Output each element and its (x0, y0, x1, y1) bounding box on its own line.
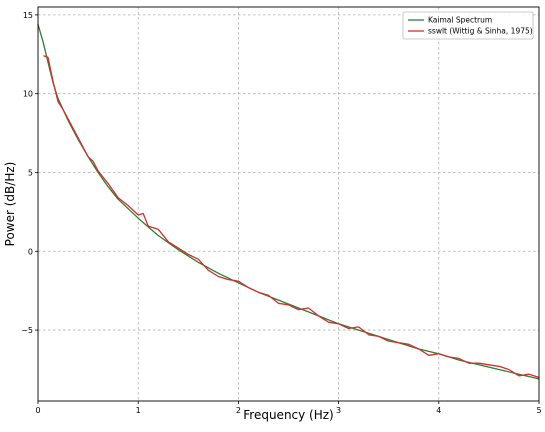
series-line-sswlt (43, 55, 540, 379)
plot-frame (37, 6, 540, 402)
x-tick-label-2: 2 (236, 406, 241, 415)
y-tick-label-3: 10 (23, 90, 33, 99)
y-tick-label-2: 5 (28, 168, 33, 177)
x-tick-label-4: 4 (436, 406, 441, 415)
y-tick-label-1: 0 (28, 247, 33, 256)
x-tick-label-5: 5 (536, 406, 541, 415)
x-tick-label-3: 3 (336, 406, 341, 415)
y-tick-label-0: −5 (21, 326, 33, 335)
y-axis-label: Power (dB/Hz) (3, 162, 17, 247)
x-tick-label-1: 1 (136, 406, 141, 415)
grid (38, 7, 539, 401)
legend: Kaimal Spectrum sswlt (Wittig & Sinha, 1… (402, 11, 534, 40)
ticks: 0 1 2 3 4 5 −5 0 5 10 15 (21, 11, 541, 415)
x-axis-label: Frequency (Hz) (243, 408, 334, 422)
legend-entry-sswlt: sswlt (Wittig & Sinha, 1975) (428, 27, 533, 36)
legend-box (402, 11, 534, 40)
series-layer (37, 23, 540, 380)
x-tick-label-0: 0 (35, 406, 40, 415)
series-line-kaimal (37, 23, 540, 380)
legend-entry-kaimal: Kaimal Spectrum (428, 16, 492, 25)
y-tick-label-4: 15 (23, 11, 33, 20)
